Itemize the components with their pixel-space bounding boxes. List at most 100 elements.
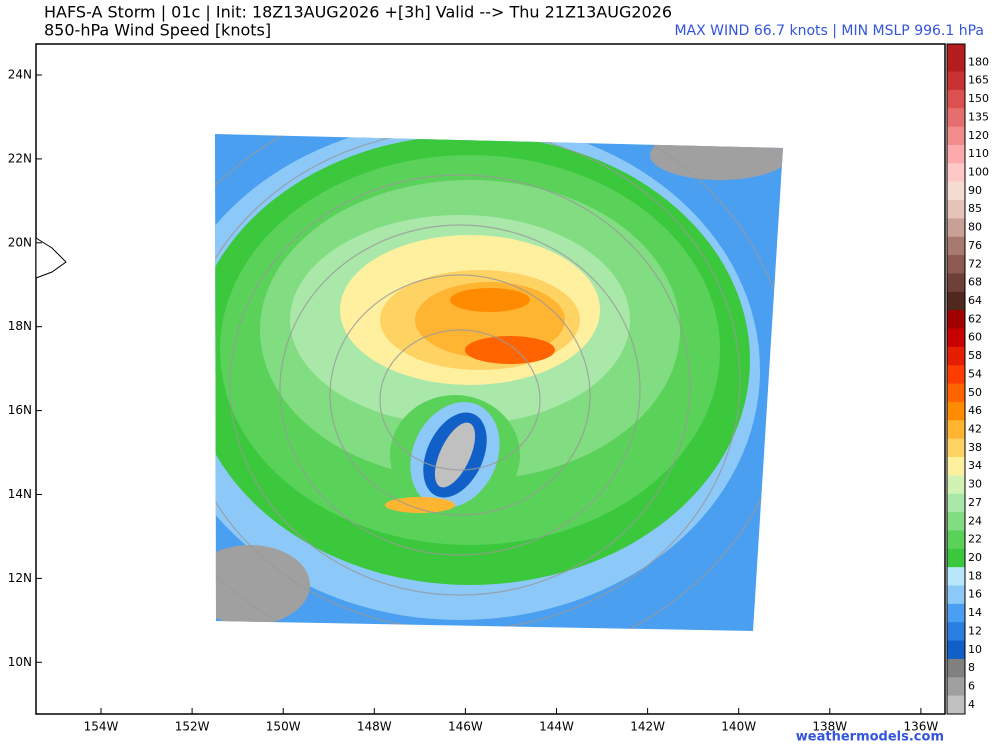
colorbar-label: 80 xyxy=(968,221,982,234)
colorbar-swatch xyxy=(947,457,965,476)
colorbar-label: 10 xyxy=(968,643,982,656)
colorbar-swatch xyxy=(947,567,965,587)
colorbar-label: 8 xyxy=(968,661,975,674)
colorbar-swatch xyxy=(947,438,965,458)
lon-label: 140W xyxy=(721,720,756,734)
colorbar-swatch xyxy=(947,71,965,91)
colorbar-swatch xyxy=(947,677,965,697)
colorbar-label: 42 xyxy=(968,422,982,435)
colorbar-label: 46 xyxy=(968,404,982,417)
wind-field xyxy=(215,134,783,631)
colorbar-label: 58 xyxy=(968,349,982,362)
colorbar-cap xyxy=(947,44,965,55)
lat-label: 12N xyxy=(8,571,32,585)
lon-label: 144W xyxy=(539,720,574,734)
colorbar-label: 4 xyxy=(968,698,975,711)
colorbar-label: 72 xyxy=(968,257,982,270)
lon-label: 152W xyxy=(175,720,210,734)
colorbar-swatch xyxy=(947,548,965,568)
map-frame xyxy=(35,43,946,715)
colorbar-label: 64 xyxy=(968,294,982,307)
colorbar-swatch xyxy=(947,310,965,330)
colorbar-swatch xyxy=(947,236,965,256)
colorbar-swatch xyxy=(947,420,965,440)
colorbar-label: 6 xyxy=(968,679,975,692)
colorbar-label: 76 xyxy=(968,239,982,252)
colorbar-swatch xyxy=(947,328,965,348)
colorbar-label: 12 xyxy=(968,624,982,637)
colorbar-swatch xyxy=(947,108,965,128)
colorbar-label: 50 xyxy=(968,386,982,399)
colorbar-label: 135 xyxy=(968,110,989,123)
colorbar-swatch xyxy=(947,695,965,715)
colorbar-label: 165 xyxy=(968,74,989,87)
lat-label: 18N xyxy=(8,319,32,333)
lon-label: 142W xyxy=(630,720,665,734)
colorbar-swatch xyxy=(947,383,965,403)
colorbar-label: 62 xyxy=(968,312,982,325)
colorbar-swatch xyxy=(947,273,965,293)
colorbar-swatch xyxy=(947,658,965,678)
colorbar-label: 16 xyxy=(968,588,982,601)
colorbar-swatch xyxy=(947,144,965,164)
colorbar-swatch xyxy=(947,255,965,274)
colorbar-label: 38 xyxy=(968,441,982,454)
colorbar-label: 54 xyxy=(968,367,982,380)
colorbar-swatch xyxy=(947,346,965,366)
colorbar-label: 150 xyxy=(968,92,989,105)
lon-label: 146W xyxy=(448,720,483,734)
lat-label: 24N xyxy=(8,68,32,82)
lon-label: 136W xyxy=(904,720,939,734)
colorbar-label: 85 xyxy=(968,202,982,215)
colorbar-label: 24 xyxy=(968,514,982,527)
colorbar-label: 180 xyxy=(968,55,989,68)
colorbar-swatch xyxy=(947,475,965,495)
colorbar-swatch xyxy=(947,89,965,109)
colorbar-label: 18 xyxy=(968,569,982,582)
colorbar-swatch xyxy=(947,365,965,385)
colorbar-label: 68 xyxy=(968,276,982,289)
colorbar-label: 34 xyxy=(968,459,982,472)
colorbar-swatch xyxy=(947,530,965,550)
lat-label: 16N xyxy=(8,403,32,417)
stats: MAX WIND 66.7 knots | MIN MSLP 996.1 hPa xyxy=(674,23,984,39)
title: HAFS-A Storm | 01c | Init: 18Z13AUG2026 … xyxy=(44,3,672,22)
colorbar-label: 110 xyxy=(968,147,989,160)
colorbar-swatch xyxy=(947,181,965,201)
colorbar-swatch xyxy=(947,622,965,642)
colorbar-label: 14 xyxy=(968,606,982,619)
lon-label: 150W xyxy=(266,720,301,734)
colorbar-swatch xyxy=(947,291,965,311)
lon-label: 138W xyxy=(812,720,847,734)
lat-label: 14N xyxy=(8,487,32,501)
colorbar-label: 27 xyxy=(968,496,982,509)
colorbar-swatch xyxy=(947,401,965,421)
colorbar-swatch xyxy=(947,53,965,73)
colorbar-label: 90 xyxy=(968,184,982,197)
colorbar-label: 30 xyxy=(968,478,982,491)
subtitle: 850-hPa Wind Speed [knots] xyxy=(44,21,271,40)
credit: weathermodels.com xyxy=(796,730,944,745)
colorbar-label: 100 xyxy=(968,165,989,178)
colorbar-swatch xyxy=(947,493,965,513)
colorbar-swatch xyxy=(947,585,965,605)
colorbar-label: 22 xyxy=(968,533,982,546)
colorbar-swatch xyxy=(947,218,965,238)
colorbar-label: 20 xyxy=(968,551,982,564)
colorbar-swatch xyxy=(947,603,965,623)
colorbar-swatch xyxy=(947,640,965,660)
colorbar-swatch xyxy=(947,200,965,219)
colorbar-frame xyxy=(946,43,966,715)
lon-label: 154W xyxy=(84,720,119,734)
colorbar-label: 120 xyxy=(968,129,989,142)
island xyxy=(35,237,67,279)
lon-label: 148W xyxy=(357,720,392,734)
colorbar-swatch xyxy=(947,126,965,146)
lat-label: 20N xyxy=(8,235,32,249)
lat-label: 10N xyxy=(8,655,32,669)
colorbar-swatch xyxy=(947,512,965,531)
lat-label: 22N xyxy=(8,151,32,165)
colorbar-swatch xyxy=(947,163,965,183)
colorbar-label: 60 xyxy=(968,331,982,344)
